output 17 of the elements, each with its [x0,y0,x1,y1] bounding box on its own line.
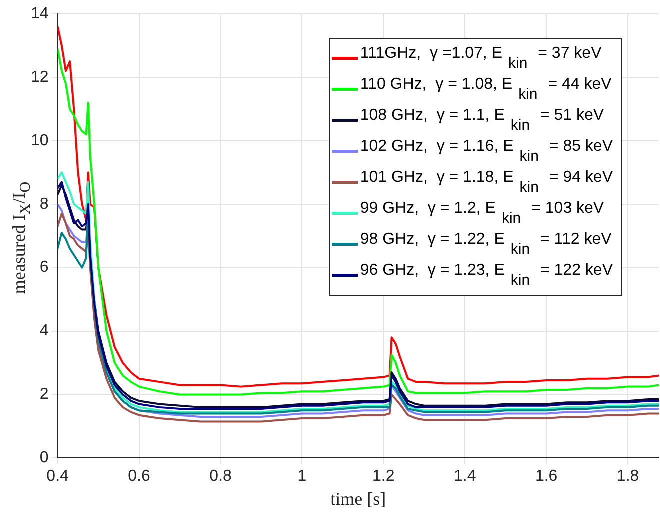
y-tick-label: 0 [40,450,49,467]
y-tick-label: 6 [40,259,49,276]
x-tick-label: 1.2 [372,468,395,486]
x-tick-label: 1.4 [454,468,476,486]
y-tick-label: 12 [31,68,49,86]
y-tick-label: 2 [40,386,49,404]
x-tick-label: 0.8 [210,468,232,486]
x-tick-label: 1 [298,468,307,486]
x-tick-label: 0.6 [128,468,150,486]
y-tick-label: 14 [31,5,49,22]
y-tick-label: 4 [40,322,49,340]
y-tick-label: 8 [40,196,49,213]
y-tick-label: 10 [31,132,49,150]
x-tick-label: 1.8 [616,468,640,486]
x-tick-label: 1.6 [535,468,558,486]
x-tick-label: 0.4 [46,468,70,486]
x-axis-title: time [s] [330,488,386,509]
